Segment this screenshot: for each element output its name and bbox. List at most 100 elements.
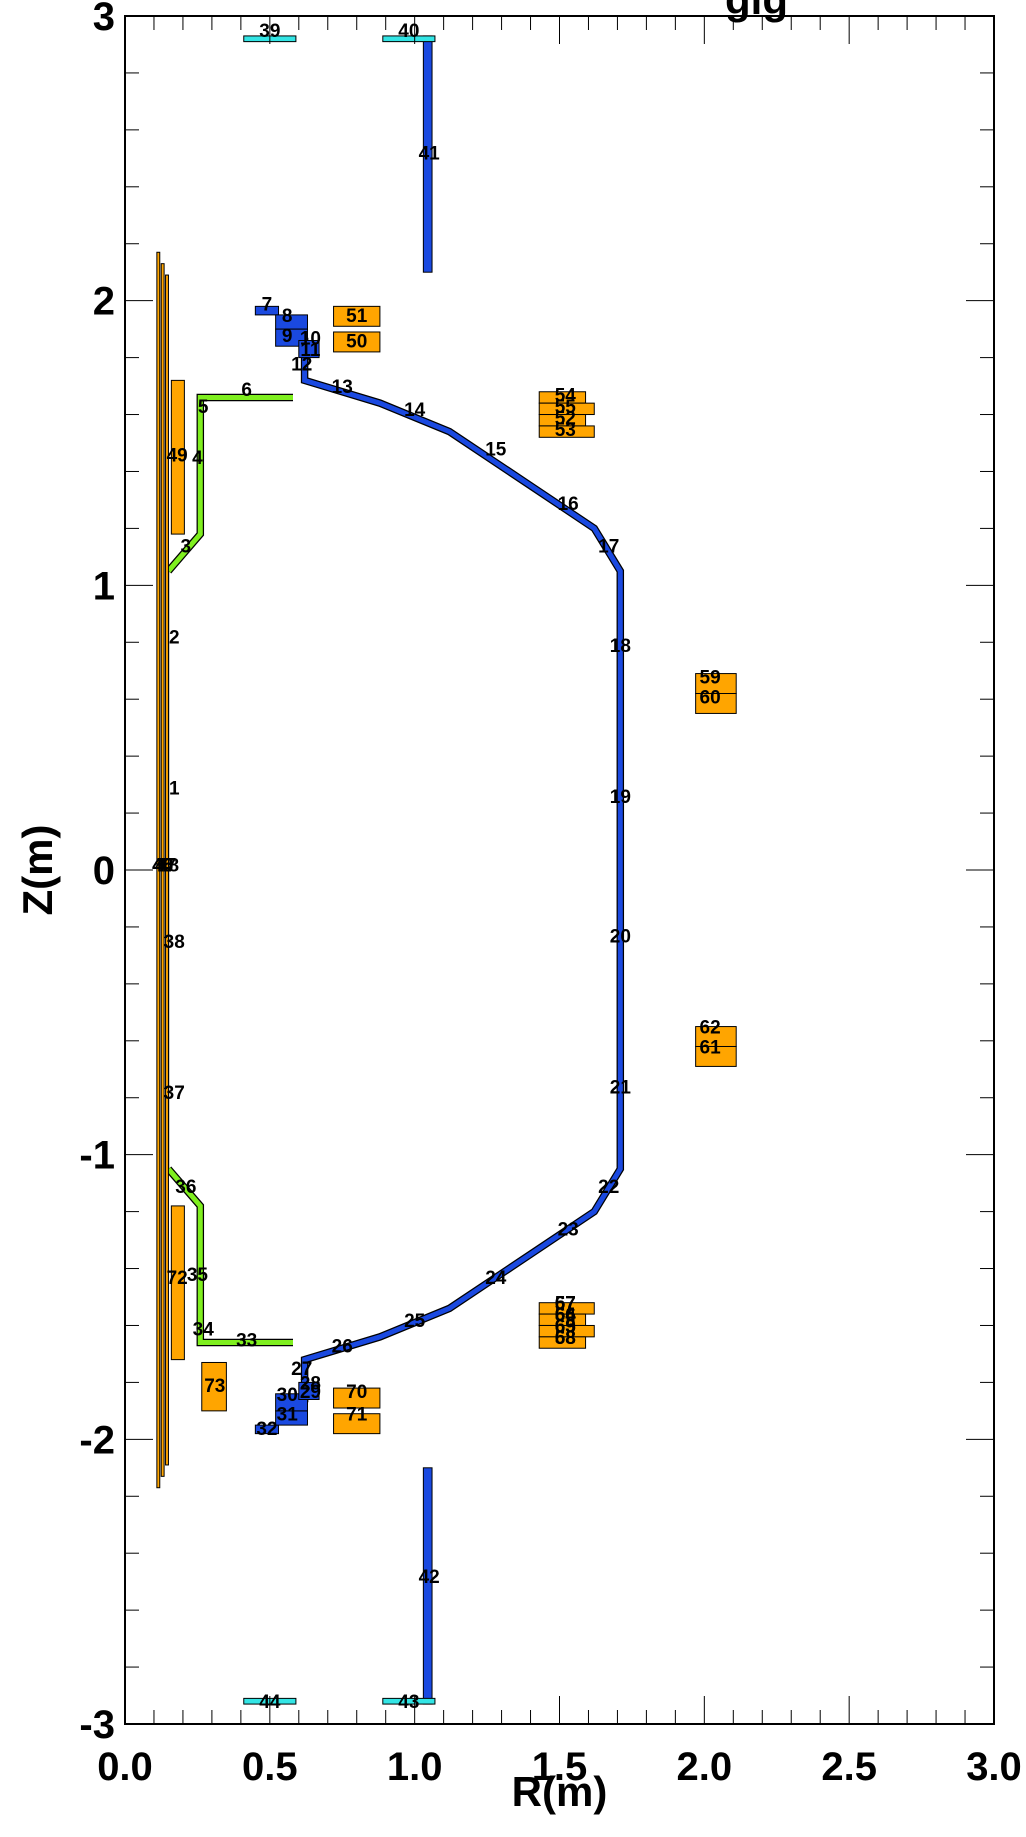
component-label: 3 <box>181 536 192 557</box>
y-tick-label: -2 <box>79 1418 115 1462</box>
component-label: 17 <box>598 536 619 557</box>
component-label: 48 <box>158 855 179 876</box>
component-label: 32 <box>256 1419 277 1440</box>
component-rect <box>695 1045 737 1067</box>
component-label: 52 <box>555 408 576 429</box>
component-rect <box>333 1413 381 1435</box>
component-rect <box>538 425 595 438</box>
x-tick-label: 2.0 <box>677 1745 733 1789</box>
component-label: 7 <box>262 295 273 316</box>
x-tick-label: 3.0 <box>966 1745 1022 1789</box>
component-label: 13 <box>332 377 353 398</box>
component-label: 9 <box>282 326 293 347</box>
y-tick-label: 0 <box>93 849 115 893</box>
y-tick-label: -1 <box>79 1134 115 1178</box>
component-rect <box>298 1381 320 1400</box>
component-label: 20 <box>610 926 631 947</box>
vacuum-vessel-outline <box>302 337 623 1403</box>
x-tick-label: 0.0 <box>97 1745 153 1789</box>
component-label: 5 <box>198 397 209 418</box>
component-label: 8 <box>282 306 293 327</box>
component-label: 37 <box>164 1083 185 1104</box>
component-label: 46 <box>152 855 173 876</box>
x-tick-label: 1.0 <box>387 1745 443 1789</box>
component-label: 28 <box>300 1373 321 1394</box>
component-label: 41 <box>419 144 441 165</box>
y-tick-label: -3 <box>79 1703 115 1747</box>
component-label: 18 <box>610 636 631 657</box>
component-label: 72 <box>167 1268 188 1289</box>
component-label: 12 <box>291 354 312 375</box>
x-tick-label: 1.5 <box>532 1745 588 1789</box>
component-label: 54 <box>555 386 577 407</box>
component-label: 4 <box>192 448 203 469</box>
component-rect <box>170 1205 185 1361</box>
component-label: 67 <box>555 1294 576 1315</box>
x-axis-title: R(m) <box>512 1768 608 1815</box>
component-label: 25 <box>404 1311 426 1332</box>
x-tick-label: 2.5 <box>821 1745 877 1789</box>
component-label: 35 <box>187 1265 209 1286</box>
component-rect <box>333 305 381 327</box>
component-label: 60 <box>700 687 721 708</box>
component-label: 65 <box>555 1316 577 1337</box>
component-label: 57 <box>555 1294 576 1315</box>
component-label: 29 <box>300 1382 321 1403</box>
component-label: 34 <box>193 1319 215 1340</box>
component-rect <box>160 263 165 1477</box>
component-label: 47 <box>155 855 176 876</box>
component-label: 45 <box>152 855 174 876</box>
component-label: 64 <box>555 1305 577 1326</box>
component-label: 49 <box>167 445 188 466</box>
component-rect <box>254 305 280 316</box>
component-label: 2 <box>169 628 180 649</box>
component-label: 55 <box>555 397 577 418</box>
component-label: 56 <box>555 1305 576 1326</box>
component-label: 50 <box>346 332 367 353</box>
component-label: 27 <box>291 1359 312 1380</box>
component-label: 42 <box>419 1567 440 1588</box>
component-label: 58 <box>555 1328 576 1349</box>
component-label: 6 <box>241 380 252 401</box>
component-label: 63 <box>555 1316 576 1337</box>
lower-plate-outline <box>166 1167 293 1345</box>
component-label: 30 <box>277 1385 298 1406</box>
y-tick-label: 3 <box>93 0 115 39</box>
component-shapes <box>156 35 737 1705</box>
component-label: 10 <box>300 329 321 350</box>
component-label: 23 <box>558 1220 579 1241</box>
component-label: 69 <box>555 1316 576 1337</box>
component-label: 70 <box>346 1382 367 1403</box>
component-label: 53 <box>555 420 576 441</box>
y-tick-label: 2 <box>93 280 115 324</box>
component-label: 68 <box>555 1328 576 1349</box>
component-label: 36 <box>175 1177 196 1198</box>
component-label: 16 <box>558 494 579 515</box>
component-label: 21 <box>610 1077 632 1098</box>
component-label: 26 <box>332 1336 353 1357</box>
component-label: 11 <box>300 340 321 361</box>
component-rect <box>165 274 169 1466</box>
component-label: 22 <box>598 1177 619 1198</box>
component-rect <box>695 693 737 714</box>
component-rect <box>254 1424 280 1435</box>
component-label: 62 <box>700 1018 721 1039</box>
plot-title-fragment: gig <box>725 0 788 23</box>
component-label: 73 <box>204 1376 225 1397</box>
component-label: 33 <box>236 1331 257 1352</box>
y-axis-title: Z(m) <box>14 825 61 916</box>
component-label: 38 <box>164 932 185 953</box>
component-rect <box>298 340 320 359</box>
component-label: 15 <box>485 440 507 461</box>
component-rect <box>156 251 161 1489</box>
component-label: 61 <box>700 1037 722 1058</box>
x-tick-label: 0.5 <box>242 1745 298 1789</box>
component-rect <box>538 1336 587 1349</box>
component-label: 31 <box>277 1405 299 1426</box>
component-rect <box>201 1361 227 1412</box>
component-label: 66 <box>555 1305 576 1326</box>
plot-frame <box>124 15 995 1725</box>
